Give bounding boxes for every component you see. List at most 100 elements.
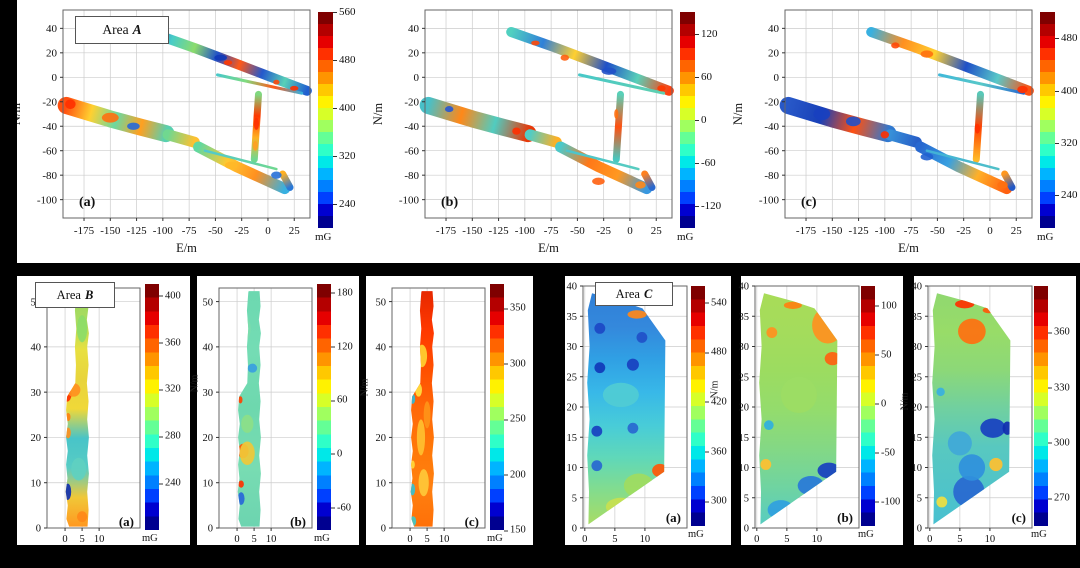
colorbar-tick-label: 320 bbox=[1055, 136, 1078, 149]
y-tick-label: -40 bbox=[764, 121, 779, 133]
y-tick-label: -100 bbox=[759, 194, 780, 206]
x-tick-label: 10 bbox=[266, 534, 277, 545]
y-tick-label: 5 bbox=[572, 493, 577, 504]
colorbar: 120 60 0 -60 -120 mG bbox=[677, 12, 721, 243]
x-tick-label: 0 bbox=[234, 534, 239, 545]
area-label-letter: B bbox=[84, 287, 94, 302]
colorbar-tick-label: 0 bbox=[330, 448, 343, 460]
colorbar-unit-label: mG bbox=[142, 533, 158, 544]
y-tick-label: 0 bbox=[744, 524, 749, 535]
tunnel-strip bbox=[57, 96, 175, 143]
colorbar-gradient bbox=[861, 286, 875, 526]
subplot-letter: (a) bbox=[666, 510, 681, 525]
tunnel-strip bbox=[506, 27, 674, 96]
panel-area-c-subplot-a: 0 5 10 0 5 10 15 20 25 30 35 40 (a) Area C 540 480 420 360… bbox=[565, 276, 731, 545]
plot-canvas-A-c: -175 -150 -125 -100 -75 -50 -25 0 25 40 20 0 -20 -40 -… bbox=[731, 9, 1034, 255]
colorbar-tick-label: 250 bbox=[504, 413, 526, 425]
y-tick-label: -60 bbox=[764, 146, 779, 158]
plot-border bbox=[62, 9, 311, 219]
y-tick-label: 0 bbox=[208, 524, 213, 535]
tunnel-strip bbox=[884, 129, 922, 148]
colorbar-unit-label: mG bbox=[1031, 529, 1047, 540]
heatmap-region bbox=[237, 291, 261, 527]
x-tick-label: 10 bbox=[985, 534, 996, 545]
clipped-ylabel-fragment: N/m bbox=[189, 374, 201, 393]
colorbar-tick-label: 100 bbox=[875, 300, 897, 312]
colorbar-unit-label: mG bbox=[688, 529, 704, 540]
tunnel-strip bbox=[1001, 170, 1016, 191]
subplot-letter: (b) bbox=[290, 514, 306, 529]
colorbar-tick-label: 320 bbox=[333, 149, 356, 162]
x-tick-label: -175 bbox=[436, 225, 457, 237]
area-label-prefix: Area bbox=[102, 22, 129, 37]
colorbar-tick-label: 0 bbox=[874, 398, 887, 410]
y-tick-label: -60 bbox=[42, 146, 57, 158]
colorbar-tick-label: 240 bbox=[1055, 189, 1078, 202]
tunnel-strip bbox=[162, 129, 200, 148]
clipped-ylabel-fragment: N/m bbox=[709, 380, 721, 399]
plot-canvas-C-a: 0 5 10 0 5 10 15 20 25 30 35 40 (a) bbox=[567, 282, 688, 545]
x-tick-label: -100 bbox=[153, 225, 174, 237]
y-tick-label: -80 bbox=[42, 170, 57, 182]
y-tick-label: 0 bbox=[414, 72, 420, 84]
y-tick-label: -20 bbox=[764, 97, 779, 109]
y-tick-label: 20 bbox=[768, 48, 780, 60]
x-tick-label: 0 bbox=[582, 534, 587, 545]
y-tick-label: 40 bbox=[31, 343, 42, 354]
area-label-box: Area B bbox=[35, 282, 115, 308]
area-label-prefix: Area bbox=[615, 286, 640, 301]
plot-border bbox=[391, 287, 486, 529]
area-a-row: -175 -150 -125 -100 -75 -50 -25 0 25 40 20 0 -20 -40 -… bbox=[0, 0, 1080, 263]
y-tick-label: 30 bbox=[31, 388, 42, 399]
x-tick-label: 0 bbox=[265, 225, 271, 237]
area-label-box: Area C bbox=[595, 282, 673, 306]
x-tick-label: -175 bbox=[796, 225, 817, 237]
colorbar-tick-label: 540 bbox=[705, 297, 727, 309]
y-tick-label: 10 bbox=[203, 478, 214, 489]
colorbar-tick-label: 330 bbox=[1048, 382, 1070, 394]
x-tick-label: 5 bbox=[957, 534, 962, 545]
y-tick-label: 10 bbox=[912, 463, 923, 474]
tunnel-strip bbox=[279, 170, 294, 191]
y-tick-label: -20 bbox=[42, 97, 57, 109]
y-tick-label: 10 bbox=[31, 478, 42, 489]
y-tick-label: -80 bbox=[764, 170, 779, 182]
x-tick-label: -50 bbox=[570, 225, 585, 237]
colorbar: 100 50 0 -50 -100 mG bbox=[858, 286, 900, 540]
y-tick-label: 10 bbox=[567, 463, 578, 474]
x-tick-label: -125 bbox=[848, 225, 869, 237]
colorbar-gradient bbox=[318, 12, 333, 228]
y-tick-label: 15 bbox=[739, 433, 750, 444]
colorbar-tick-label: 400 bbox=[333, 102, 356, 114]
x-tick-label: 0 bbox=[927, 534, 932, 545]
y-tick-label: 0 bbox=[381, 524, 386, 535]
tunnel-strip bbox=[578, 73, 666, 95]
colorbar-tick-label: 350 bbox=[504, 302, 526, 314]
colorbar-tick-label: -60 bbox=[331, 502, 351, 514]
y-tick-label: 30 bbox=[912, 342, 923, 353]
heatmap-region bbox=[410, 291, 434, 527]
y-tick-label: -40 bbox=[42, 121, 57, 133]
x-tick-label: 25 bbox=[1011, 225, 1023, 237]
panel-area-a-subplot-c: -175 -150 -125 -100 -75 -50 -25 0 25 40 20 0 -20 -40 -… bbox=[722, 0, 1080, 263]
tunnel-strip bbox=[565, 149, 640, 171]
x-tick-label: -75 bbox=[904, 225, 919, 237]
x-tick-label: 5 bbox=[784, 534, 789, 545]
x-tick-label: 5 bbox=[612, 534, 617, 545]
colorbar-gradient bbox=[490, 284, 504, 530]
y-tick-label: 35 bbox=[912, 312, 923, 323]
y-tick-label: -80 bbox=[404, 170, 419, 182]
x-tick-label: -125 bbox=[488, 225, 509, 237]
colorbar: 400 360 320 280 240 mG bbox=[142, 284, 181, 544]
subplot-letter: (b) bbox=[441, 195, 458, 210]
tunnel-strip bbox=[612, 90, 624, 163]
y-tick-label: 30 bbox=[739, 342, 750, 353]
y-tick-label: 20 bbox=[46, 48, 58, 60]
x-tick-label: -100 bbox=[875, 225, 896, 237]
colorbar-tick-label: 60 bbox=[331, 394, 348, 406]
y-tick-label: -20 bbox=[404, 97, 419, 109]
y-tick-label: 50 bbox=[203, 297, 214, 308]
y-tick-label: 40 bbox=[768, 23, 780, 35]
colorbar-tick-label: 270 bbox=[1048, 492, 1070, 504]
